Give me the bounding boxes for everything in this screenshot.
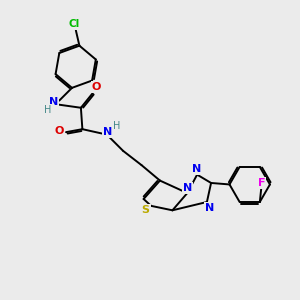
Text: N: N (193, 164, 202, 174)
Text: S: S (142, 205, 150, 215)
Text: Cl: Cl (69, 19, 80, 29)
Text: O: O (92, 82, 101, 92)
Text: N: N (183, 183, 192, 193)
Text: F: F (258, 178, 265, 188)
Text: H: H (112, 121, 120, 130)
Text: O: O (55, 126, 64, 136)
Text: N: N (49, 97, 58, 107)
Text: H: H (44, 104, 51, 115)
Text: N: N (103, 127, 112, 137)
Text: N: N (205, 203, 214, 213)
